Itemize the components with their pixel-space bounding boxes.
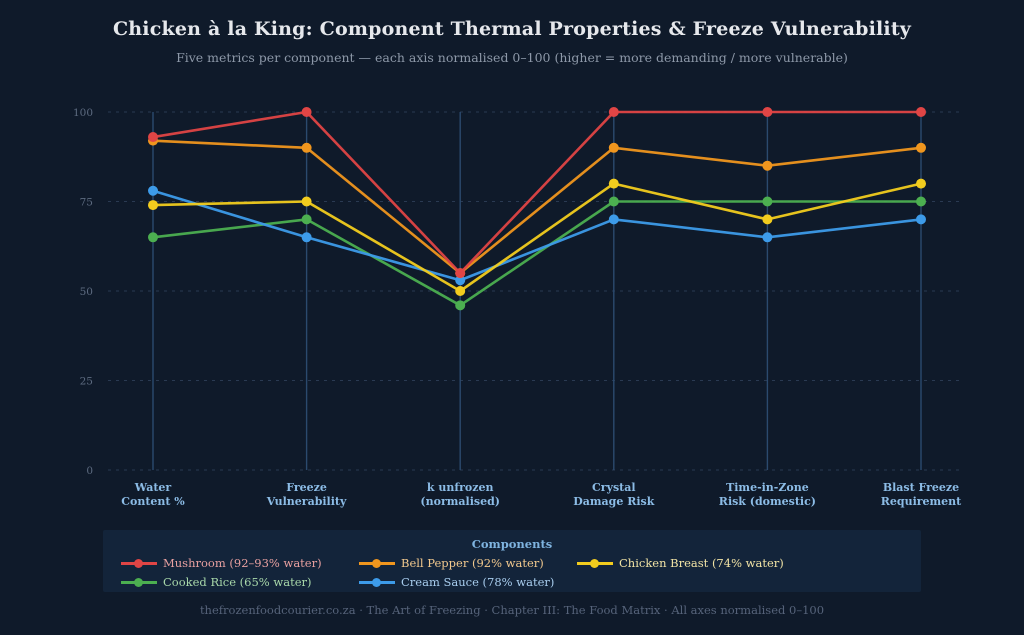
data-point (455, 268, 466, 279)
data-point (301, 107, 312, 117)
x-axis-label: k unfrozen (normalised) (420, 481, 500, 508)
legend-swatch-icon (577, 558, 613, 568)
legend-swatch-icon (121, 577, 157, 587)
data-point (608, 142, 619, 153)
series-line (152, 182, 922, 293)
data-point (762, 232, 773, 243)
series-mushroom (148, 107, 926, 279)
data-point (455, 300, 466, 311)
data-point (916, 214, 926, 225)
data-point (148, 132, 158, 143)
legend-label: Cooked Rice (65% water) (163, 575, 312, 589)
legend-swatch-icon (359, 558, 395, 568)
legend-label: Chicken Breast (74% water) (619, 556, 784, 570)
data-point (148, 185, 158, 196)
data-point (608, 178, 619, 189)
series-chicken (148, 178, 926, 296)
legend-row: Mushroom (92–93% water) Bell Pepper (92% … (121, 556, 784, 570)
data-point (762, 160, 773, 171)
series-cream (148, 185, 926, 286)
legend-item[interactable]: Cooked Rice (65% water) (121, 575, 359, 589)
y-tick-label: 50 (80, 286, 93, 298)
data-point (608, 214, 619, 225)
data-point (916, 196, 926, 207)
legend-item[interactable]: Chicken Breast (74% water) (577, 556, 784, 570)
x-axis-label: Crystal Damage Risk (573, 481, 654, 508)
y-axis-ticks: 0 25 50 75 100 (73, 107, 93, 477)
data-point (608, 196, 619, 207)
x-axis-label: Water Content % (121, 481, 185, 508)
x-axis-label: Blast Freeze Requirement (881, 481, 962, 508)
legend-label: Bell Pepper (92% water) (401, 556, 544, 570)
legend: Components Mushroom (92–93% water) Bell P… (103, 530, 921, 592)
vertical-axes (152, 112, 922, 470)
y-tick-label: 75 (80, 197, 93, 209)
series-line (152, 200, 921, 307)
legend-label: Cream Sauce (78% water) (401, 575, 555, 589)
data-point (916, 142, 926, 153)
parallel-coordinates-chart: 0 25 50 75 100 Water Content % Freeze Vulnerabi… (73, 107, 962, 508)
legend-title: Components (471, 537, 553, 551)
chart-title: Chicken à la King: Component Thermal Pro… (112, 18, 912, 40)
data-point (762, 196, 773, 207)
series-line (152, 139, 922, 275)
data-point (301, 196, 312, 207)
data-point (301, 214, 312, 225)
gridlines (108, 111, 960, 471)
data-point (148, 200, 158, 211)
data-point (148, 232, 158, 243)
x-axis-label: Freeze Vulnerability (266, 481, 347, 508)
series-line (152, 110, 921, 275)
data-point (916, 178, 926, 189)
data-point (916, 107, 926, 117)
data-point (301, 142, 312, 153)
x-axis-labels: Water Content % Freeze Vulnerability k unfro… (121, 481, 962, 508)
legend-swatch-icon (359, 577, 395, 587)
data-point (301, 232, 312, 243)
y-tick-label: 0 (86, 465, 93, 477)
y-tick-label: 25 (80, 376, 93, 388)
legend-item[interactable]: Mushroom (92–93% water) (121, 556, 359, 570)
y-tick-label: 100 (73, 107, 93, 119)
series-cooked (148, 196, 926, 311)
series-lines (148, 107, 926, 311)
series-line (152, 189, 922, 282)
legend-label: Mushroom (92–93% water) (163, 556, 322, 570)
data-point (455, 275, 466, 286)
x-axis-label: Time-in-Zone Risk (domestic) (719, 481, 816, 508)
legend-item[interactable]: Bell Pepper (92% water) (359, 556, 577, 570)
legend-row: Cooked Rice (65% water) Cream Sauce (78% … (121, 575, 577, 589)
data-point (455, 286, 466, 296)
legend-item[interactable]: Cream Sauce (78% water) (359, 575, 577, 589)
chart-subtitle: Five metrics per component — each axis n… (176, 50, 848, 65)
legend-swatch-icon (121, 558, 157, 568)
footer-credit: thefrozenfoodcourier.co.za · The Art of … (199, 603, 825, 617)
data-point (762, 214, 773, 225)
data-point (762, 107, 773, 117)
data-point (608, 107, 619, 117)
series-bell (148, 135, 926, 279)
